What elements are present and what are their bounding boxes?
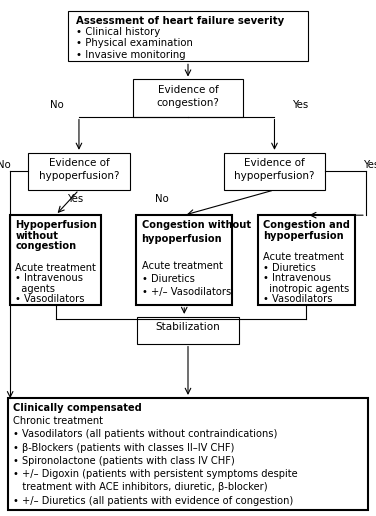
Text: Evidence of: Evidence of	[158, 85, 218, 94]
Text: No: No	[0, 160, 10, 170]
Text: Evidence of: Evidence of	[244, 158, 305, 168]
Text: • Clinical history: • Clinical history	[76, 27, 160, 37]
Bar	[28, 153, 130, 190]
Text: • β-Blockers (patients with classes II–IV CHF): • β-Blockers (patients with classes II–I…	[13, 443, 234, 453]
Text: treatment with ACE inhibitors, diuretic, β-blocker): treatment with ACE inhibitors, diuretic,…	[13, 482, 267, 492]
Text: • +/– Vasodilators: • +/– Vasodilators	[141, 287, 231, 297]
Text: Yes: Yes	[293, 100, 309, 110]
Text: No: No	[155, 194, 168, 204]
Bar	[10, 215, 101, 305]
Text: Hypoperfusion: Hypoperfusion	[15, 220, 97, 230]
Text: • Vasodilators: • Vasodilators	[15, 294, 85, 304]
Text: Yes: Yes	[68, 194, 85, 204]
Bar	[8, 398, 368, 510]
Bar	[68, 11, 308, 61]
Text: • Diuretics: • Diuretics	[141, 274, 194, 284]
Text: Acute treatment: Acute treatment	[263, 252, 344, 262]
Text: congestion?: congestion?	[156, 98, 220, 108]
Text: without: without	[15, 231, 58, 241]
Bar	[133, 79, 243, 117]
Text: Stabilization: Stabilization	[156, 322, 220, 332]
Text: • +/– Diuretics (all patients with evidence of congestion): • +/– Diuretics (all patients with evide…	[13, 496, 293, 506]
Text: • Intravenous: • Intravenous	[263, 273, 331, 283]
Text: Yes: Yes	[364, 160, 376, 170]
Text: hypoperfusion?: hypoperfusion?	[39, 171, 119, 181]
Text: Evidence of: Evidence of	[49, 158, 109, 168]
Text: hypoperfusion: hypoperfusion	[263, 231, 343, 241]
Text: • Vasodilators (all patients without contraindications): • Vasodilators (all patients without con…	[13, 429, 277, 440]
Text: No: No	[50, 100, 63, 110]
Text: hypoperfusion: hypoperfusion	[141, 234, 222, 244]
Text: Acute treatment: Acute treatment	[15, 263, 96, 272]
Text: • Vasodilators: • Vasodilators	[263, 294, 332, 304]
Text: Clinically compensated: Clinically compensated	[13, 403, 141, 413]
Bar	[137, 317, 239, 344]
Text: hypoperfusion?: hypoperfusion?	[234, 171, 315, 181]
Text: Congestion without: Congestion without	[141, 220, 251, 230]
Text: inotropic agents: inotropic agents	[263, 284, 349, 294]
Text: Acute treatment: Acute treatment	[141, 261, 223, 270]
Text: agents: agents	[15, 284, 55, 294]
Text: Assessment of heart failure severity: Assessment of heart failure severity	[76, 16, 284, 26]
Text: • Intravenous: • Intravenous	[15, 273, 83, 283]
Text: • Invasive monitoring: • Invasive monitoring	[76, 50, 186, 60]
Text: congestion: congestion	[15, 241, 77, 251]
Text: • Diuretics: • Diuretics	[263, 263, 316, 272]
Bar	[136, 215, 232, 305]
Bar	[258, 215, 355, 305]
Bar	[224, 153, 325, 190]
Text: • Physical examination: • Physical examination	[76, 39, 193, 49]
Text: Congestion and: Congestion and	[263, 220, 350, 230]
Text: • Spironolactone (patients with class IV CHF): • Spironolactone (patients with class IV…	[13, 456, 235, 466]
Text: Chronic treatment: Chronic treatment	[13, 416, 103, 426]
Text: • +/– Digoxin (patients with persistent symptoms despite: • +/– Digoxin (patients with persistent …	[13, 469, 297, 479]
